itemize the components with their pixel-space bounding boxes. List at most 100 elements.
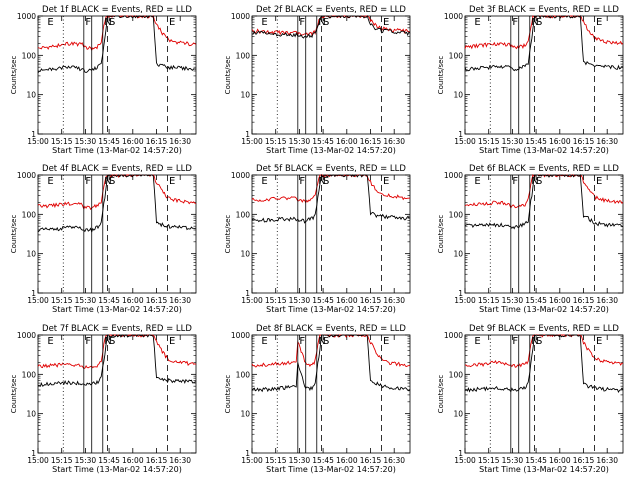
y-axis-label: Counts/sec: [10, 375, 18, 414]
x-axis-label: Start Time (13-Mar-02 14:57:20): [266, 305, 396, 314]
x-tick-label: 15:15: [478, 296, 500, 305]
y-tick-label: 10: [26, 250, 36, 259]
y-axis-label: Counts/sec: [437, 215, 445, 254]
marker-label: E: [596, 176, 602, 187]
marker-label: N: [104, 17, 111, 28]
x-tick-label: 15:15: [51, 296, 73, 305]
x-tick-label: 16:15: [573, 296, 595, 305]
marker-label: S: [109, 17, 115, 28]
marker-label: E: [474, 17, 480, 28]
y-tick-label: 1: [245, 289, 250, 298]
chart-title: Det 4f BLACK = Events, RED = LLD: [42, 164, 192, 174]
plot-area: [251, 15, 411, 135]
marker-label: F: [512, 17, 518, 28]
marker-label: E: [383, 17, 389, 28]
marker-label: E: [596, 336, 602, 347]
series-line-events: [251, 334, 411, 393]
marker-label: F: [85, 336, 91, 347]
marker-label: S: [109, 336, 115, 347]
x-tick-label: 16:30: [169, 137, 191, 146]
series-line-events: [37, 334, 197, 388]
marker-label: N: [531, 176, 538, 187]
marker-label: E: [47, 17, 53, 28]
marker-label: E: [169, 176, 175, 187]
marker-label: S: [323, 17, 329, 28]
marker-label: E: [169, 17, 175, 28]
marker-label: F: [299, 17, 305, 28]
x-tick-label: 15:15: [478, 137, 500, 146]
marker-label: S: [109, 176, 115, 187]
x-tick-label: 15:00: [241, 456, 263, 465]
marker-label: E: [261, 17, 267, 28]
chart-panel-2: Det 2f BLACK = Events, RED = LLD 1 10 100 10…: [224, 5, 411, 155]
y-axis-label: Counts/sec: [224, 375, 232, 414]
chart-title: Det 6f BLACK = Events, RED = LLD: [469, 164, 619, 174]
y-tick-label: 1000: [17, 171, 36, 180]
plot-area: [464, 15, 624, 135]
series-line-events: [251, 15, 411, 39]
y-tick-label: 100: [449, 51, 464, 60]
marker-label: N: [531, 336, 538, 347]
marker-label: E: [261, 176, 267, 187]
x-tick-label: 16:00: [549, 137, 571, 146]
y-tick-label: 1000: [231, 331, 250, 340]
chart-title: Det 2f BLACK = Events, RED = LLD: [256, 5, 406, 15]
x-tick-label: 15:15: [265, 456, 287, 465]
series-line-events: [37, 15, 197, 73]
y-tick-label: 100: [449, 210, 464, 219]
x-tick-label: 16:00: [336, 296, 358, 305]
x-tick-label: 16:30: [596, 456, 618, 465]
y-axis-label: Counts/sec: [437, 375, 445, 414]
x-tick-label: 16:00: [122, 456, 144, 465]
y-tick-label: 100: [22, 51, 37, 60]
x-tick-label: 16:30: [383, 296, 405, 305]
chart-title: Det 3f BLACK = Events, RED = LLD: [469, 5, 619, 15]
y-tick-label: 100: [236, 210, 251, 219]
x-tick-label: 16:30: [596, 296, 618, 305]
x-tick-label: 15:00: [241, 137, 263, 146]
x-tick-label: 16:15: [573, 137, 595, 146]
plot-area: [464, 174, 624, 294]
marker-label: E: [169, 336, 175, 347]
x-tick-label: 16:00: [336, 137, 358, 146]
chart-panel-4: Det 4f BLACK = Events, RED = LLD 1 10 100 10…: [10, 164, 197, 314]
y-tick-label: 1: [458, 449, 463, 458]
x-tick-label: 15:15: [478, 456, 500, 465]
marker-label: N: [318, 336, 325, 347]
y-tick-label: 1000: [444, 331, 463, 340]
series-line-events: [251, 173, 411, 224]
marker-label: E: [596, 17, 602, 28]
x-tick-label: 16:30: [596, 137, 618, 146]
x-tick-label: 16:30: [169, 296, 191, 305]
y-tick-label: 10: [453, 410, 463, 419]
x-tick-label: 15:00: [241, 296, 263, 305]
y-tick-label: 10: [26, 410, 36, 419]
y-tick-label: 1: [31, 130, 36, 139]
x-tick-label: 16:00: [336, 456, 358, 465]
x-tick-label: 15:00: [454, 296, 476, 305]
marker-label: F: [512, 176, 518, 187]
x-tick-label: 15:00: [27, 296, 49, 305]
x-tick-label: 16:15: [146, 296, 168, 305]
y-tick-label: 1000: [17, 12, 36, 21]
x-tick-label: 15:45: [312, 137, 334, 146]
marker-label: E: [47, 336, 53, 347]
x-axis-label: Start Time (13-Mar-02 14:57:20): [266, 146, 396, 155]
x-tick-label: 16:00: [549, 296, 571, 305]
marker-label: S: [536, 17, 542, 28]
chart-title: Det 9f BLACK = Events, RED = LLD: [469, 324, 619, 334]
y-tick-label: 100: [236, 370, 251, 379]
marker-label: E: [261, 336, 267, 347]
x-tick-label: 15:45: [98, 137, 120, 146]
chart-panel-6: Det 6f BLACK = Events, RED = LLD 1 10 100 10…: [437, 164, 624, 314]
chart-panel-1: Det 1f BLACK = Events, RED = LLD 1 10 100 10…: [10, 5, 197, 155]
y-tick-label: 1: [458, 289, 463, 298]
x-tick-label: 15:45: [525, 137, 547, 146]
marker-label: E: [474, 336, 480, 347]
x-tick-label: 16:00: [122, 137, 144, 146]
y-axis-label: Counts/sec: [10, 56, 18, 95]
plot-area: [37, 174, 197, 294]
x-axis-label: Start Time (13-Mar-02 14:57:20): [479, 146, 609, 155]
y-tick-label: 1000: [231, 171, 250, 180]
x-tick-label: 15:45: [525, 456, 547, 465]
